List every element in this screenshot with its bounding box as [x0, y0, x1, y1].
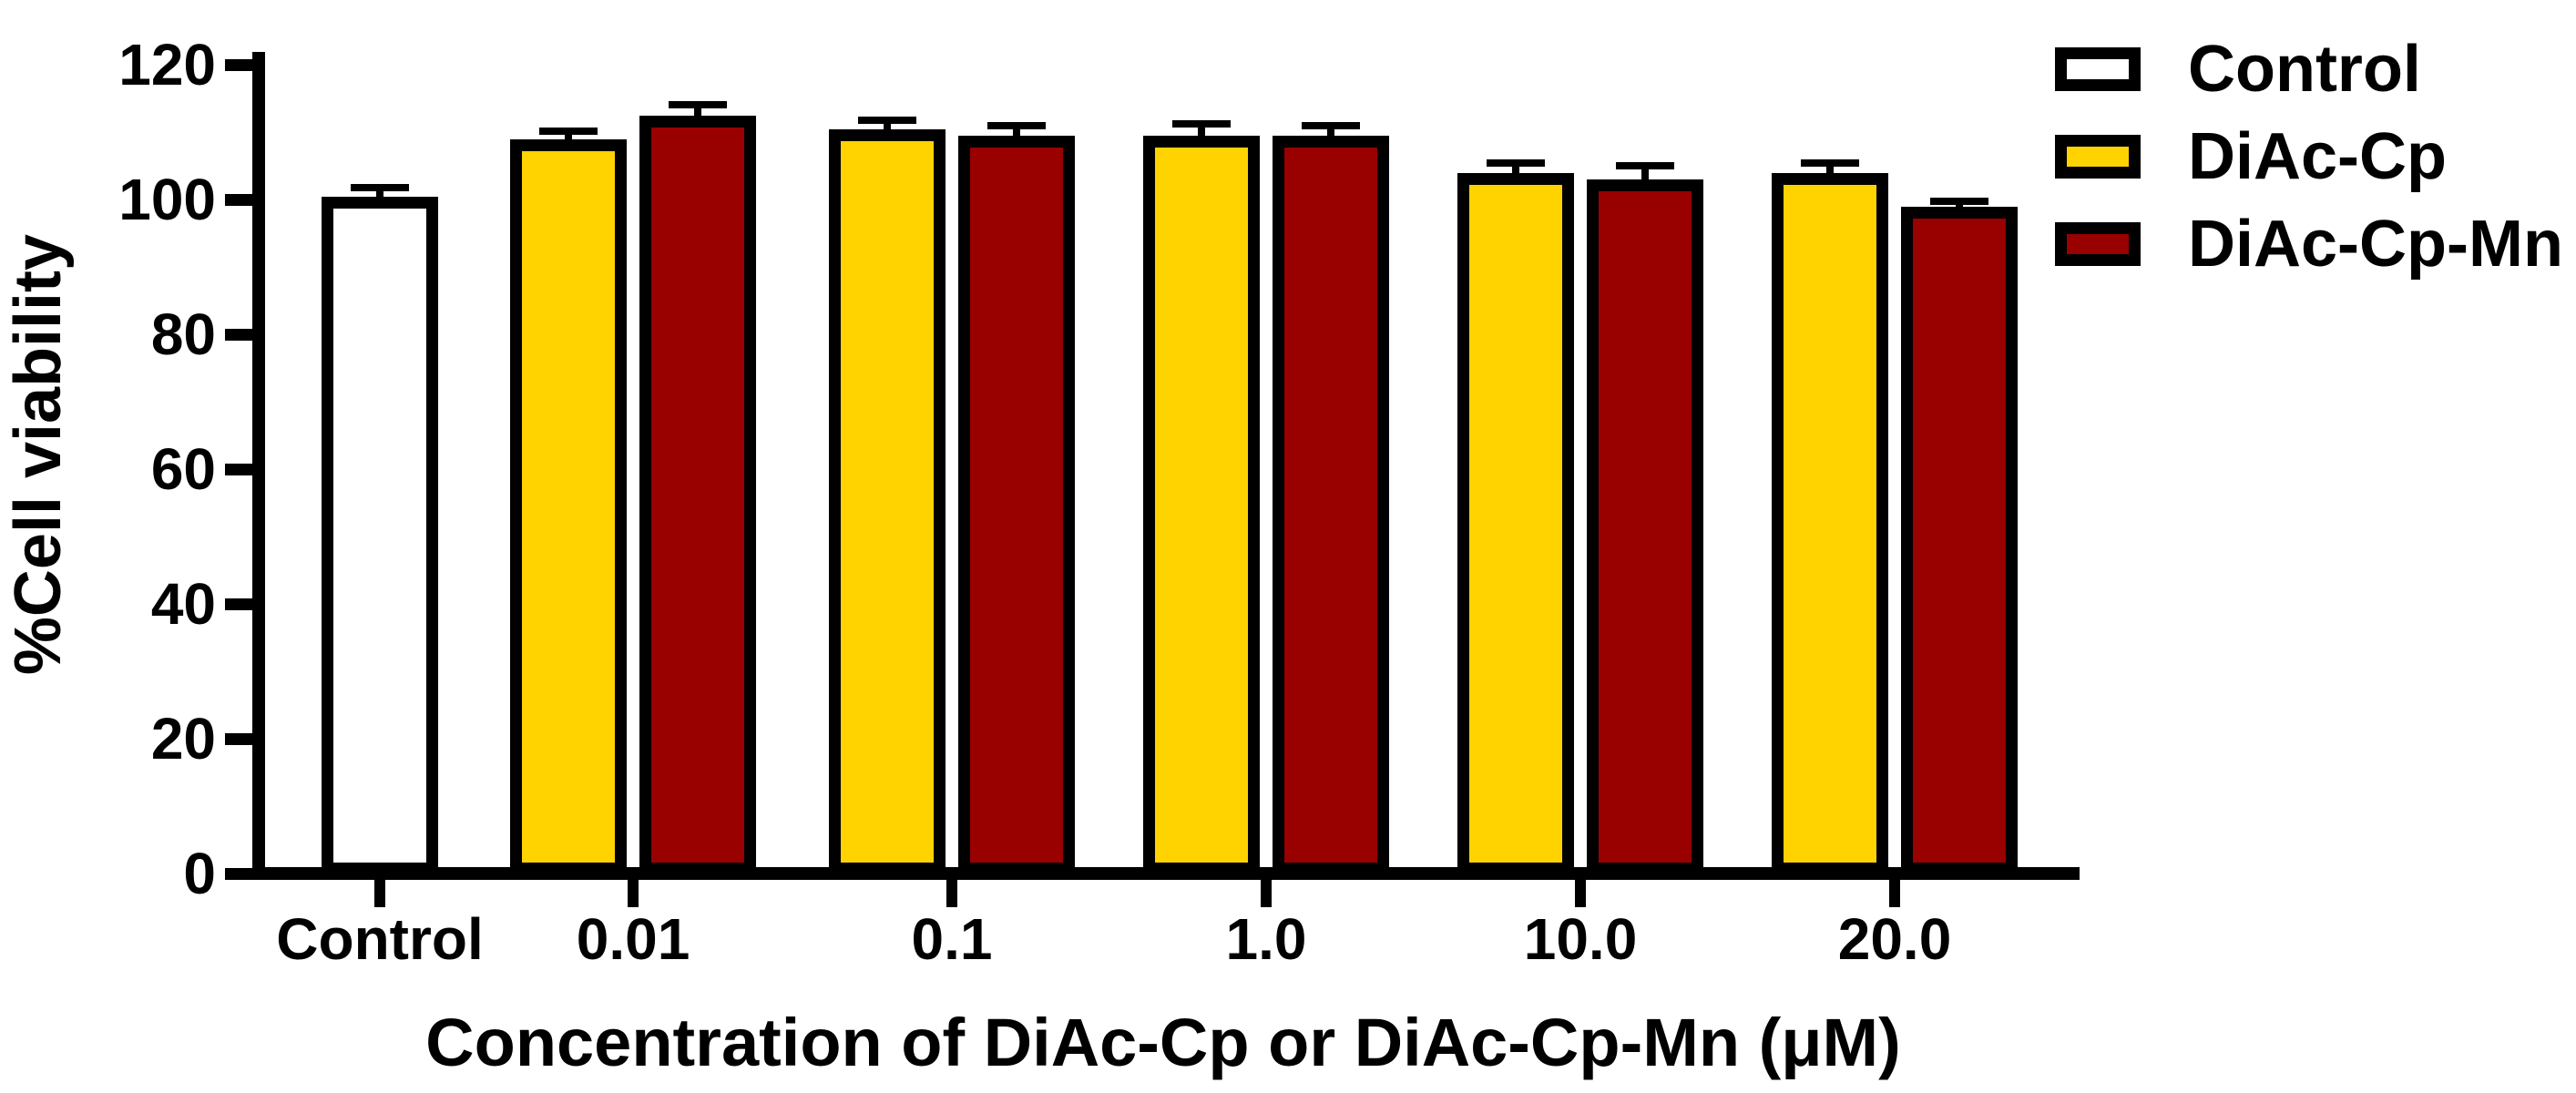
y-tick-label-100: 100	[118, 167, 216, 232]
error-bar-stem-diac-cp-mn-1-0	[1327, 126, 1334, 141]
error-bar-stem-diac-cp-10-0	[1512, 163, 1519, 179]
error-bar-stem-diac-cp-1-0	[1198, 124, 1205, 141]
y-tick-label-20: 20	[150, 706, 216, 771]
bar-diac-cp-20-0	[1772, 173, 1888, 874]
error-bar-stem-diac-cp-mn-20-0	[1956, 201, 1963, 212]
bar-diac-cp-mn-20-0	[1901, 207, 2018, 874]
x-tick-label-control: Control	[276, 906, 484, 972]
error-bar-cap-diac-cp-mn-0-01	[669, 101, 727, 108]
error-bar-cap-diac-cp-10-0	[1487, 159, 1545, 167]
bar-diac-cp-10-0	[1457, 173, 1574, 874]
legend: Control DiAc-Cp DiAc-Cp-Mn	[2055, 36, 2563, 310]
y-tick-20	[225, 733, 252, 745]
bar-diac-cp-mn-1-0	[1273, 136, 1389, 874]
legend-swatch-control	[2055, 47, 2141, 91]
error-bar-stem-diac-cp-mn-10-0	[1641, 166, 1649, 185]
x-tick-label-0-1: 0.1	[911, 906, 993, 972]
error-bar-stem-diac-cp-0-1	[884, 120, 891, 135]
error-bar-cap-diac-cp-0-01	[539, 128, 598, 135]
y-axis-line	[252, 52, 265, 880]
y-tick-80	[225, 329, 252, 341]
error-bar-stem-diac-cp-0-01	[565, 131, 572, 145]
x-tick-label-1-0: 1.0	[1225, 906, 1307, 972]
error-bar-cap-diac-cp-mn-20-0	[1930, 198, 1988, 205]
y-tick-label-80: 80	[150, 301, 216, 367]
error-bar-cap-diac-cp-mn-10-0	[1616, 162, 1674, 169]
error-bar-cap-diac-cp-mn-0-1	[987, 122, 1046, 129]
error-bar-cap-diac-cp-20-0	[1801, 159, 1859, 167]
error-bar-cap-diac-cp-0-1	[858, 117, 916, 124]
y-tick-label-0: 0	[183, 841, 216, 906]
legend-item-diac-cp-mn: DiAc-Cp-Mn	[2055, 211, 2563, 277]
error-bar-stem-diac-cp-mn-0-1	[1013, 126, 1020, 141]
error-bar-stem-diac-cp-20-0	[1826, 163, 1834, 179]
error-bar-stem-diac-cp-mn-0-01	[694, 105, 701, 121]
legend-swatch-diac-cp	[2055, 135, 2141, 179]
y-tick-label-40: 40	[150, 571, 216, 637]
x-tick-label-10-0: 10.0	[1523, 906, 1638, 972]
x-axis-title: Concentration of DiAc-Cp or DiAc-Cp-Mn (…	[425, 1005, 1901, 1080]
y-tick-0	[225, 868, 252, 880]
x-tick-20-0	[1889, 880, 1900, 907]
x-tick-control	[374, 880, 385, 907]
x-tick-1-0	[1261, 880, 1272, 907]
legend-label-control: Control	[2188, 33, 2421, 106]
y-tick-100	[225, 194, 252, 206]
x-tick-0-01	[628, 880, 639, 907]
legend-item-diac-cp: DiAc-Cp	[2055, 124, 2563, 189]
x-tick-label-0-01: 0.01	[576, 906, 690, 972]
bar-diac-cp-0-1	[829, 129, 946, 874]
bar-diac-cp-1-0	[1143, 136, 1260, 874]
legend-swatch-diac-cp-mn	[2055, 222, 2141, 266]
y-axis-title: %Cell viability	[2, 233, 75, 676]
y-tick-60	[225, 464, 252, 475]
legend-label-diac-cp: DiAc-Cp	[2188, 120, 2447, 193]
error-bar-cap-control-control	[351, 184, 409, 191]
error-bar-cap-diac-cp-mn-1-0	[1302, 122, 1360, 129]
legend-label-diac-cp-mn: DiAc-Cp-Mn	[2188, 208, 2563, 281]
x-tick-label-20-0: 20.0	[1837, 906, 1952, 972]
x-tick-0-1	[946, 880, 957, 907]
bar-diac-cp-mn-0-01	[639, 116, 756, 874]
y-tick-label-60: 60	[150, 436, 216, 502]
bar-diac-cp-mn-0-1	[958, 136, 1075, 874]
bar-diac-cp-mn-10-0	[1587, 179, 1703, 874]
bar-control-control	[322, 197, 438, 874]
bar-diac-cp-0-01	[510, 139, 627, 874]
y-tick-40	[225, 598, 252, 610]
y-tick-120	[225, 59, 252, 71]
y-tick-label-120: 120	[118, 32, 216, 97]
legend-item-control: Control	[2055, 36, 2563, 102]
error-bar-cap-diac-cp-1-0	[1172, 120, 1231, 128]
error-bar-stem-control-control	[376, 188, 383, 202]
x-tick-10-0	[1575, 880, 1586, 907]
